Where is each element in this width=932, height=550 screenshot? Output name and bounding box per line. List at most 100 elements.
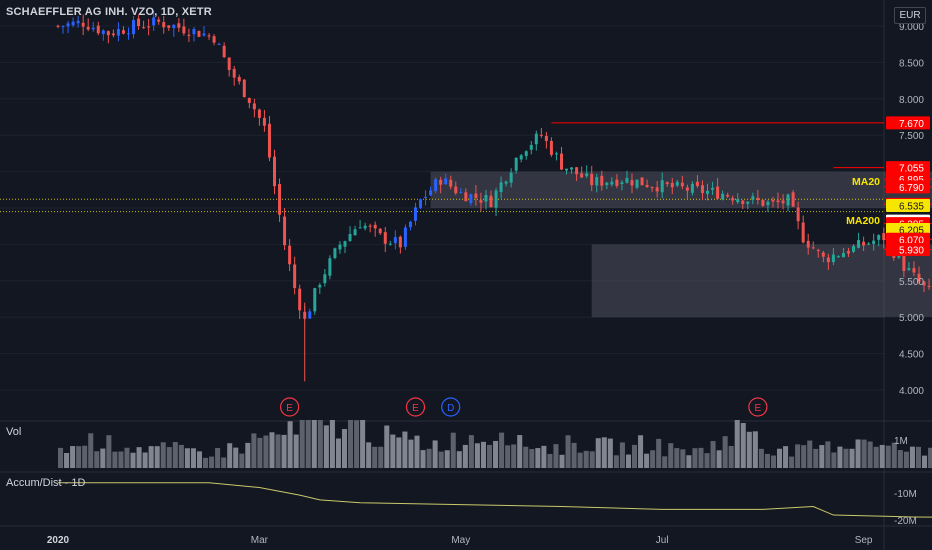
event-marker: [441, 397, 461, 417]
volume-bar: [728, 445, 734, 468]
candle-body: [106, 31, 110, 36]
volume-bar: [166, 447, 172, 468]
volume-bar: [571, 442, 577, 468]
price-tick-label: 4.500: [899, 350, 924, 361]
volume-bar: [879, 444, 885, 468]
volume-bar: [372, 446, 378, 468]
price-labels: 7.6707.0556.8956.7906.5506.5356.3206.285…: [846, 116, 930, 256]
volume-bar: [106, 435, 112, 468]
candle-body: [585, 173, 589, 177]
candle-body: [474, 193, 478, 198]
price-tick-label: 8.500: [899, 58, 924, 69]
candle-body: [620, 182, 624, 185]
candle-body: [398, 236, 402, 248]
candle-body: [766, 201, 770, 206]
event-marker-label: E: [755, 403, 762, 414]
candle-body: [157, 19, 161, 22]
candle-body: [459, 192, 463, 194]
volume-bar: [486, 444, 493, 468]
volume-bar: [76, 446, 82, 468]
candle-body: [56, 25, 60, 27]
volume-bar: [595, 438, 601, 468]
candle-body: [454, 186, 458, 194]
volume-bar: [160, 442, 166, 468]
volume-bar: [432, 440, 438, 468]
volume-bar: [819, 445, 825, 468]
volume-bar: [414, 435, 420, 468]
volume-bar: [360, 420, 366, 468]
volume-bar: [613, 455, 619, 468]
range-zone: [430, 171, 932, 208]
candle-body: [147, 26, 151, 28]
volume-bar: [535, 448, 541, 468]
price-label-tag: [886, 161, 930, 175]
price-tick-label: 5.000: [899, 313, 924, 324]
volume-bar: [190, 448, 196, 468]
volume-bar: [136, 447, 142, 468]
candle-body: [756, 197, 760, 200]
candle-body: [655, 187, 659, 192]
candle-body: [222, 45, 226, 58]
volume-bar: [348, 420, 354, 468]
time-tick-label: Mar: [251, 535, 269, 546]
volume-bar: [172, 442, 178, 468]
currency-button[interactable]: EUR: [894, 7, 926, 24]
volume-bars: 1M: [58, 420, 932, 468]
volume-bar: [903, 451, 909, 468]
time-tick-label: Sep: [855, 535, 873, 546]
candle-body: [796, 207, 800, 222]
candle-body: [408, 221, 412, 228]
candle-body: [182, 26, 186, 34]
volume-bar: [837, 446, 843, 468]
volume-bar: [644, 453, 650, 468]
candle-body: [439, 179, 443, 185]
candle-body: [857, 240, 861, 248]
candle-body: [565, 168, 569, 171]
candle-body: [670, 182, 674, 188]
event-marker-label: E: [412, 403, 419, 414]
candle-body: [706, 190, 710, 194]
volume-bar: [915, 446, 922, 468]
candle-body: [76, 20, 80, 24]
candle-body: [580, 173, 584, 178]
volume-bar: [861, 439, 867, 468]
candle-body: [716, 186, 720, 199]
candle-body: [695, 181, 699, 187]
volume-bar: [130, 452, 136, 468]
candle-body: [137, 18, 141, 27]
candle-body: [590, 173, 594, 186]
candle-body: [917, 273, 921, 282]
candle-body: [751, 196, 755, 200]
volume-bar: [408, 439, 414, 468]
volume-bar: [203, 457, 209, 468]
candle-body: [484, 194, 488, 202]
volume-bar: [287, 421, 293, 468]
candle-body: [444, 178, 448, 185]
volume-bar: [82, 445, 88, 468]
volume-bar: [511, 444, 517, 468]
candle-body: [187, 34, 191, 36]
candle-body: [262, 117, 266, 126]
candle-body: [907, 268, 911, 270]
volume-bar: [650, 450, 656, 468]
candle-body: [252, 103, 256, 110]
volume-bar: [354, 420, 360, 468]
volume-bar: [196, 451, 203, 468]
volume-bar: [752, 431, 758, 468]
candle-body: [529, 144, 533, 150]
volume-bar: [184, 448, 190, 468]
volume-bar: [221, 457, 227, 468]
candle-body: [121, 30, 125, 34]
candle-body: [726, 194, 730, 197]
candle-body: [424, 196, 428, 198]
volume-bar: [215, 448, 221, 468]
volume-bar: [577, 452, 583, 468]
volume-bar: [686, 455, 692, 468]
volume-bar: [299, 420, 305, 468]
volume-bar: [70, 446, 76, 468]
volume-bar: [396, 437, 402, 468]
candle-body: [192, 28, 196, 35]
candle-body: [922, 281, 926, 286]
volume-bar: [789, 456, 795, 468]
